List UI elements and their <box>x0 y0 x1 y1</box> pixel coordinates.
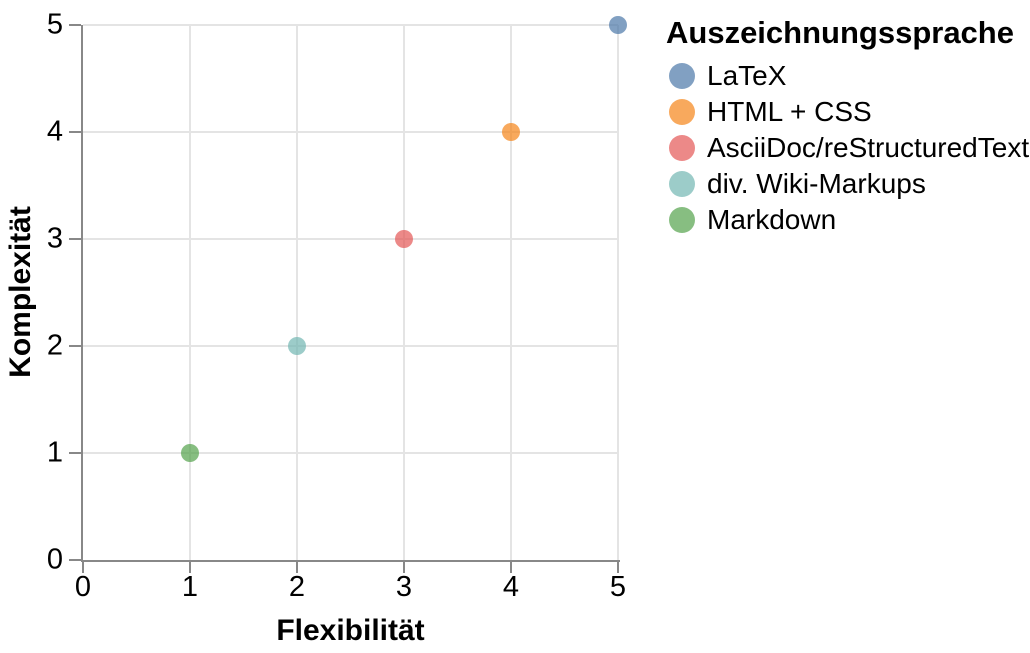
y-tick <box>69 24 81 26</box>
data-point-latex <box>609 16 627 34</box>
x-tick-label: 0 <box>74 571 92 603</box>
x-tick-label: 1 <box>181 571 199 603</box>
gridline-vertical <box>403 25 405 562</box>
gridline-horizontal <box>83 238 618 240</box>
legend-item-html-css: HTML + CSS <box>666 94 1029 130</box>
legend-title: Auszeichnungssprache <box>666 15 1014 50</box>
legend-label: div. Wiki-Markups <box>707 168 926 199</box>
y-tick <box>69 131 81 133</box>
y-tick <box>69 345 81 347</box>
y-tick-label: 2 <box>46 329 63 362</box>
legend-label: AsciiDoc/reStructuredText <box>707 132 1030 163</box>
gridline-horizontal <box>83 24 618 26</box>
legend-swatch-icon <box>669 207 695 233</box>
x-axis-line <box>81 560 620 562</box>
gridline-vertical <box>617 25 619 562</box>
y-tick-label: 5 <box>46 8 63 41</box>
legend-label: Markdown <box>707 204 837 235</box>
data-point-markdown <box>181 444 199 462</box>
x-tick-label: 3 <box>395 571 413 603</box>
gridline-vertical <box>296 25 298 562</box>
legend-swatch-icon <box>669 63 695 89</box>
legend-item-markdown: Markdown <box>666 202 1029 238</box>
data-point-div-wiki-markups <box>288 337 306 355</box>
data-point-html-css <box>502 123 520 141</box>
y-tick-label: 0 <box>46 543 63 576</box>
y-tick <box>69 452 81 454</box>
x-tick-label: 2 <box>288 571 306 603</box>
gridline-horizontal <box>83 452 618 454</box>
legend-swatch-icon <box>669 99 695 125</box>
data-point-asciidoc-restructuredtext <box>395 230 413 248</box>
x-tick <box>510 562 512 573</box>
y-tick-label: 3 <box>46 222 63 255</box>
gridline-vertical <box>510 25 512 562</box>
y-tick <box>69 559 81 561</box>
legend: Auszeichnungssprache LaTeX HTML + CSS Asci… <box>666 15 1029 238</box>
x-tick-label: 5 <box>609 571 627 603</box>
legend-items: LaTeX HTML + CSS AsciiDoc/reStructuredText… <box>666 58 1029 238</box>
x-tick <box>296 562 298 573</box>
y-tick-label: 1 <box>46 436 63 469</box>
y-axis-title: Komplexität <box>4 206 37 378</box>
legend-label: HTML + CSS <box>707 96 872 127</box>
legend-label: LaTeX <box>707 60 787 91</box>
x-axis-title: Flexibilität <box>276 614 425 647</box>
x-tick <box>189 562 191 573</box>
y-axis-line <box>81 25 83 562</box>
legend-item-latex: LaTeX <box>666 58 1029 94</box>
legend-swatch-icon <box>669 171 695 197</box>
x-tick <box>617 562 619 573</box>
legend-item-div-wiki-markups: div. Wiki-Markups <box>666 166 1029 202</box>
x-tick-label: 4 <box>502 571 520 603</box>
y-tick-label: 4 <box>46 115 63 148</box>
x-tick <box>403 562 405 573</box>
gridline-vertical <box>189 25 191 562</box>
y-tick <box>69 238 81 240</box>
legend-item-asciidoc-restructuredtext: AsciiDoc/reStructuredText <box>666 130 1029 166</box>
gridline-horizontal <box>83 345 618 347</box>
gridline-horizontal <box>83 131 618 133</box>
x-tick <box>82 562 84 573</box>
legend-swatch-icon <box>669 135 695 161</box>
